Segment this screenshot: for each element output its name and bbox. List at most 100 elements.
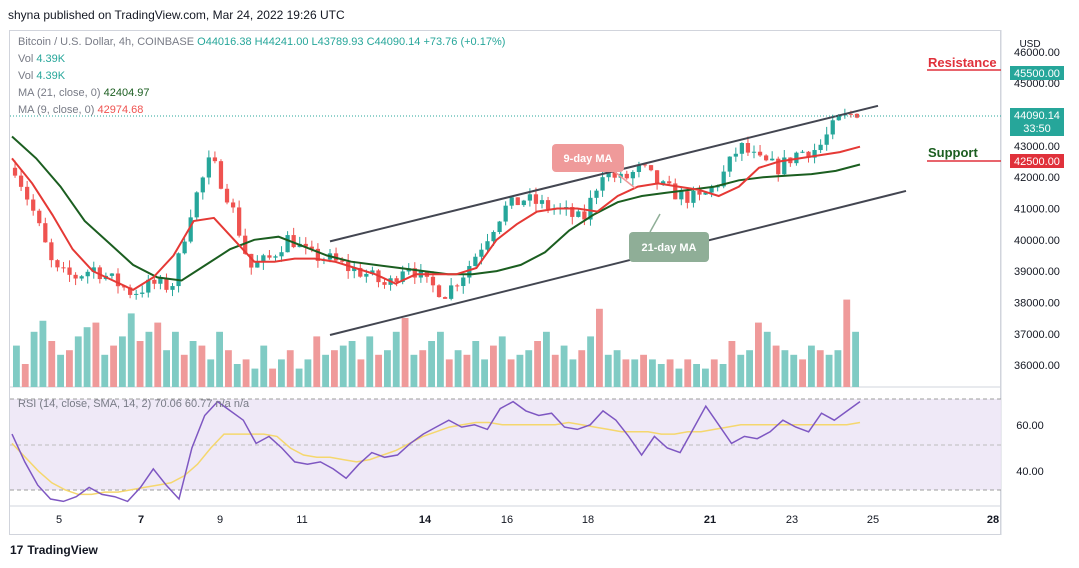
candle-body [206, 157, 211, 178]
volume-bar [825, 354, 833, 387]
volume-bar [649, 359, 656, 387]
volume-bar [410, 354, 418, 387]
rsi-legend: RSI (14, close, SMA, 14, 2) 70.06 60.77 … [18, 398, 250, 410]
volume-bar [693, 364, 700, 387]
candle-body [442, 297, 448, 299]
volume-bar [578, 350, 586, 387]
candle-body [37, 210, 42, 224]
ma9-line [11, 145, 861, 292]
vol-label: Vol [18, 53, 34, 65]
candle-body [97, 267, 102, 280]
ma21-value: 42404.97 [103, 87, 150, 99]
volume-bar [66, 350, 73, 387]
publisher-line: shyna published on TradingView.com, Mar … [8, 8, 345, 22]
candle-body [91, 267, 96, 272]
ma21-annotation-box [629, 232, 709, 262]
volume-bar [339, 345, 347, 387]
volume-bar [83, 327, 91, 387]
volume-bar [490, 345, 497, 387]
tv-logo-icon: 17 [10, 543, 24, 557]
candle-body [836, 115, 841, 121]
volume-bar [799, 359, 806, 387]
x-tick-label: 16 [501, 514, 513, 526]
support-price-tag [1010, 154, 1064, 168]
volume-bar [21, 364, 29, 387]
vol-legend-2: Vol 4.39K [18, 70, 65, 82]
candle-body [539, 200, 545, 204]
candle-body [751, 151, 757, 153]
volume-bar [816, 350, 824, 387]
x-tick-label: 21 [704, 514, 716, 526]
support-tag-text: 42500.00 [1014, 156, 1060, 168]
volume-bar [172, 331, 179, 387]
candle-body [182, 241, 187, 254]
candle-body [170, 286, 175, 290]
currency-label: USD [1019, 39, 1040, 50]
candle-body [115, 273, 121, 287]
volume-bar [719, 364, 727, 387]
tradingview-logo[interactable]: 17 TradingView [10, 543, 98, 557]
candle-body [279, 252, 284, 257]
candle-body [467, 266, 472, 278]
volume-bar [260, 345, 268, 387]
candle-body [12, 167, 18, 176]
volume-bar [516, 354, 524, 387]
candle-body [255, 262, 260, 268]
rsi-tick-label: 60.00 [1016, 420, 1044, 432]
y-tick-label: 45000.00 [1014, 78, 1060, 90]
candle-body [140, 292, 145, 294]
volume-bar [233, 364, 241, 387]
candle-body [430, 276, 436, 286]
candle-body [461, 277, 466, 287]
volume-bar [755, 322, 762, 387]
candle-body [824, 134, 829, 145]
volume-bar [375, 354, 382, 387]
candle-body [109, 273, 115, 276]
candle-body [436, 285, 442, 298]
volume-bar [666, 359, 674, 387]
candle-body [570, 207, 575, 217]
candle-body [261, 255, 266, 263]
candle-body [576, 211, 581, 217]
candle-body [648, 165, 654, 171]
rsi-sma-line [11, 421, 861, 496]
volume-bar [781, 350, 789, 387]
rsi-band [10, 399, 1001, 490]
candle-body [273, 256, 278, 258]
volume-bar [216, 331, 223, 387]
ma9-value: 42974.68 [97, 104, 144, 116]
volume-bar [13, 345, 20, 387]
candle-body [818, 144, 823, 151]
candle-body [709, 186, 714, 193]
volume-bar [534, 341, 541, 387]
candle-body [243, 235, 248, 254]
candle-body [224, 188, 230, 203]
vol-value-2: 4.39K [36, 70, 66, 82]
candle-body [43, 223, 48, 243]
candle-body [679, 191, 684, 200]
resistance-price-tag [1010, 66, 1064, 80]
volume-bar [790, 354, 798, 387]
candle-body [31, 199, 36, 211]
volume-bar [445, 359, 453, 387]
volume-bar [136, 341, 144, 387]
volume-bar [163, 350, 170, 387]
candle-body [757, 151, 763, 156]
candle-body [400, 271, 405, 282]
candle-body [358, 267, 363, 277]
candle-body [67, 267, 72, 275]
candle-body [412, 268, 417, 278]
support-label: Support [928, 145, 978, 160]
volume-bar [728, 341, 736, 387]
candle-body [739, 143, 745, 154]
last-price-tag [1010, 108, 1064, 136]
volume-bar [737, 354, 745, 387]
volume-bar [145, 331, 153, 387]
x-tick-label: 18 [582, 514, 594, 526]
volume-bar [286, 350, 294, 387]
last-price-text: 44090.14 [1014, 110, 1060, 122]
tv-logo-text: TradingView [27, 543, 98, 557]
volume-bar [92, 322, 100, 387]
candle-body [127, 287, 133, 295]
